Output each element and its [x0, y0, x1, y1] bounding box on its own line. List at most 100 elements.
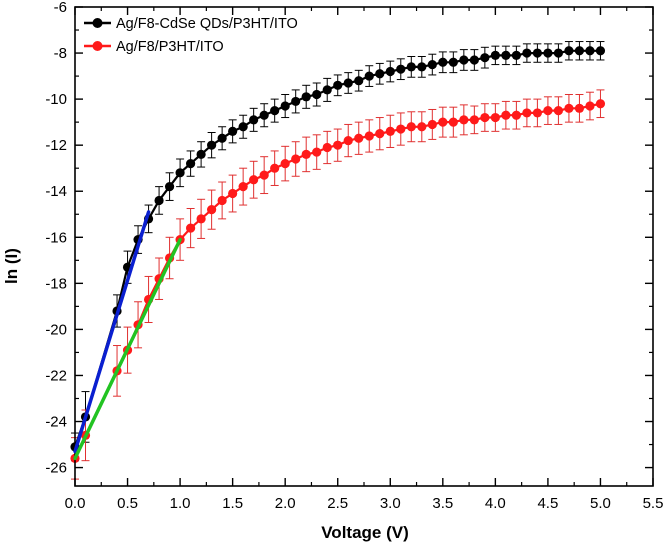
series-2-point: [543, 106, 553, 116]
y-tick-label: -16: [45, 229, 67, 246]
series-1-point: [228, 126, 238, 136]
series-1-point: [217, 133, 227, 143]
series-2-point: [312, 147, 322, 157]
x-tick-label: 1.0: [170, 495, 191, 512]
series-2-point: [333, 140, 343, 150]
series-1-point: [448, 57, 458, 67]
series-1-point: [207, 140, 217, 150]
series-2-point: [469, 115, 479, 125]
legend-label-series-1: Ag/F8-CdSe QDs/P3HT/ITO: [116, 16, 298, 32]
series-1-point: [595, 46, 606, 56]
series-1-point: [364, 71, 374, 81]
series-1-point: [280, 101, 290, 111]
series-1-point: [164, 182, 175, 192]
series-2-point: [396, 124, 406, 134]
series-1-point: [312, 89, 322, 100]
series-2-point: [459, 115, 469, 125]
series-2-point: [532, 108, 543, 118]
series-1-point: [322, 85, 332, 95]
series-2-point: [585, 101, 595, 111]
series-1-point: [301, 92, 311, 102]
series-1-point: [585, 46, 595, 56]
series-2-point: [564, 103, 574, 113]
series-2-point: [574, 103, 585, 113]
series-2-point: [553, 106, 564, 116]
series-2-point: [291, 154, 301, 164]
series-1-point: [501, 50, 511, 60]
series-1-point: [259, 110, 269, 120]
series-2-point: [406, 122, 416, 132]
series-1-point: [417, 62, 427, 72]
series-1-point: [249, 115, 259, 125]
series-2-point: [207, 205, 217, 215]
series-2-point: [238, 182, 248, 192]
series-1-point: [553, 48, 564, 58]
y-tick-label: -8: [54, 45, 67, 62]
x-tick-label: 2.5: [327, 495, 348, 512]
series-2-point: [448, 117, 458, 127]
x-tick-label: 4.5: [537, 495, 558, 512]
x-tick-label: 1.5: [222, 495, 243, 512]
legend-marker-series-1: [92, 18, 103, 28]
series-2-point: [217, 195, 227, 206]
x-tick-label: 3.5: [432, 495, 453, 512]
x-tick-label: 5.5: [643, 495, 664, 512]
series-2-point: [511, 110, 521, 120]
series-2-point: [427, 119, 437, 130]
series-2-point: [228, 188, 238, 199]
x-tick-label: 0.0: [65, 495, 86, 512]
series-2-point: [595, 99, 606, 109]
x-tick-label: 2.0: [275, 495, 296, 512]
series-2-point: [438, 117, 448, 127]
series-2-point: [270, 163, 280, 173]
x-tick-label: 5.0: [590, 495, 611, 512]
series-2-point: [480, 112, 490, 123]
series-1-point: [543, 48, 553, 58]
y-tick-label: -22: [45, 367, 67, 384]
series-1-point: [459, 55, 469, 65]
x-tick-label: 3.0: [380, 495, 401, 512]
series-1-point: [532, 48, 543, 58]
series-1-point: [564, 46, 574, 56]
legend: Ag/F8-CdSe QDs/P3HT/ITO Ag/F8/P3HT/ITO: [84, 16, 298, 55]
series-1-point: [333, 80, 343, 90]
y-tick-label: -6: [54, 0, 67, 16]
y-tick-label: -14: [45, 183, 67, 200]
series-layer: [70, 46, 606, 463]
error-bars: [71, 41, 605, 480]
series-1-point: [375, 69, 385, 79]
series-1-point: [574, 46, 585, 56]
series-1-point: [438, 57, 448, 67]
series-1-point: [186, 158, 196, 169]
series-1-point: [396, 64, 406, 74]
series-1-point: [291, 96, 301, 107]
series-1-line: [73, 49, 601, 448]
y-tick-label: -10: [45, 91, 67, 108]
series-2-point: [501, 110, 511, 120]
y-tick-label: -20: [45, 321, 67, 338]
series-2-point: [417, 122, 427, 132]
x-tick-label: 4.0: [485, 495, 506, 512]
series-1-point: [196, 149, 206, 159]
fit-line-2: [73, 237, 182, 461]
fit-lines: [73, 210, 182, 461]
series-2-point: [375, 129, 385, 139]
series-1-point: [406, 62, 416, 72]
legend-marker-series-2: [92, 41, 103, 51]
series-1-point: [469, 55, 479, 65]
series-2-point: [364, 131, 374, 141]
x-axis-label: Voltage (V): [321, 523, 409, 542]
series-2-point: [249, 175, 259, 185]
series-2-point: [385, 126, 395, 136]
tick-layer: 0.0 0.5 1.0 1.5 2.0 2.5 3.0 3.5 4.0 4.5 5.0 5.5 -26 -…: [45, 0, 663, 512]
series-1-point: [270, 106, 280, 116]
series-2-point: [259, 170, 269, 180]
series-1-point: [154, 195, 164, 206]
y-tick-label: -18: [45, 275, 67, 292]
series-2-point: [490, 112, 500, 123]
series-2-point: [280, 158, 290, 169]
series-1-point: [490, 50, 500, 60]
series-1-point: [385, 66, 395, 77]
series-2-point: [522, 108, 532, 118]
